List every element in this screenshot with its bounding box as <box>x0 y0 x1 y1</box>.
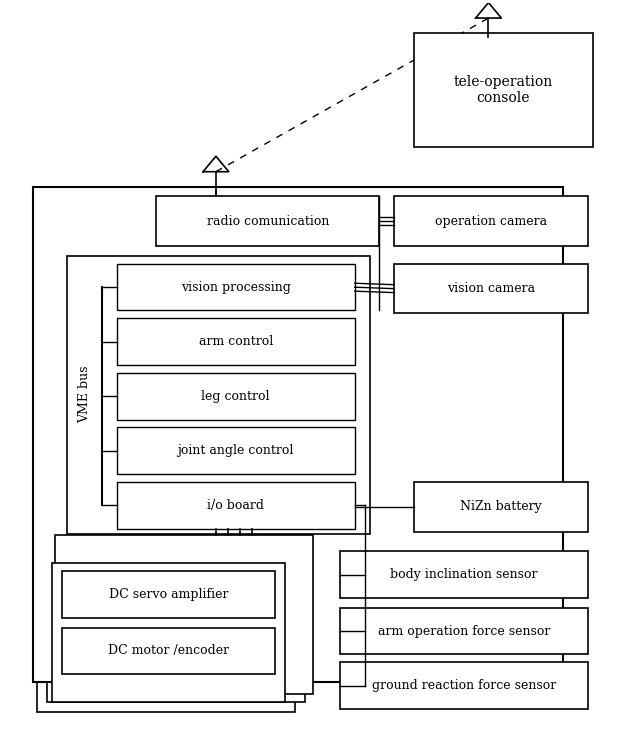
Bar <box>340 551 587 598</box>
Text: vision camera: vision camera <box>447 283 535 295</box>
Text: leg control: leg control <box>201 390 270 403</box>
Text: radio comunication: radio comunication <box>207 215 329 228</box>
Bar <box>340 662 587 709</box>
Bar <box>394 264 587 313</box>
Bar <box>117 318 355 365</box>
Text: arm control: arm control <box>199 335 273 348</box>
Bar <box>48 543 305 702</box>
Bar <box>67 256 370 534</box>
Text: tele-operation
console: tele-operation console <box>454 75 553 105</box>
Bar <box>414 33 592 147</box>
Text: arm operation force sensor: arm operation force sensor <box>378 625 550 637</box>
Text: vision processing: vision processing <box>181 281 291 293</box>
Bar <box>37 553 295 712</box>
Bar <box>55 536 313 694</box>
Text: i/o board: i/o board <box>207 499 264 512</box>
Text: DC motor /encoder: DC motor /encoder <box>108 645 229 658</box>
Bar <box>156 196 380 246</box>
Text: operation camera: operation camera <box>435 215 547 228</box>
Text: ground reaction force sensor: ground reaction force sensor <box>371 679 556 692</box>
Bar <box>117 373 355 420</box>
Bar <box>32 187 563 683</box>
Text: NiZn battery: NiZn battery <box>460 500 542 513</box>
Text: DC servo amplifier: DC servo amplifier <box>109 588 229 601</box>
Text: joint angle control: joint angle control <box>178 445 294 457</box>
Bar <box>117 264 355 310</box>
Text: VME bus: VME bus <box>79 366 91 423</box>
Bar <box>117 482 355 529</box>
Bar <box>340 608 587 655</box>
Bar <box>394 196 587 246</box>
Bar <box>62 628 276 675</box>
Bar <box>52 564 285 702</box>
Text: body inclination sensor: body inclination sensor <box>390 568 537 581</box>
Bar <box>117 428 355 474</box>
Bar <box>62 571 276 618</box>
Bar <box>414 482 587 531</box>
